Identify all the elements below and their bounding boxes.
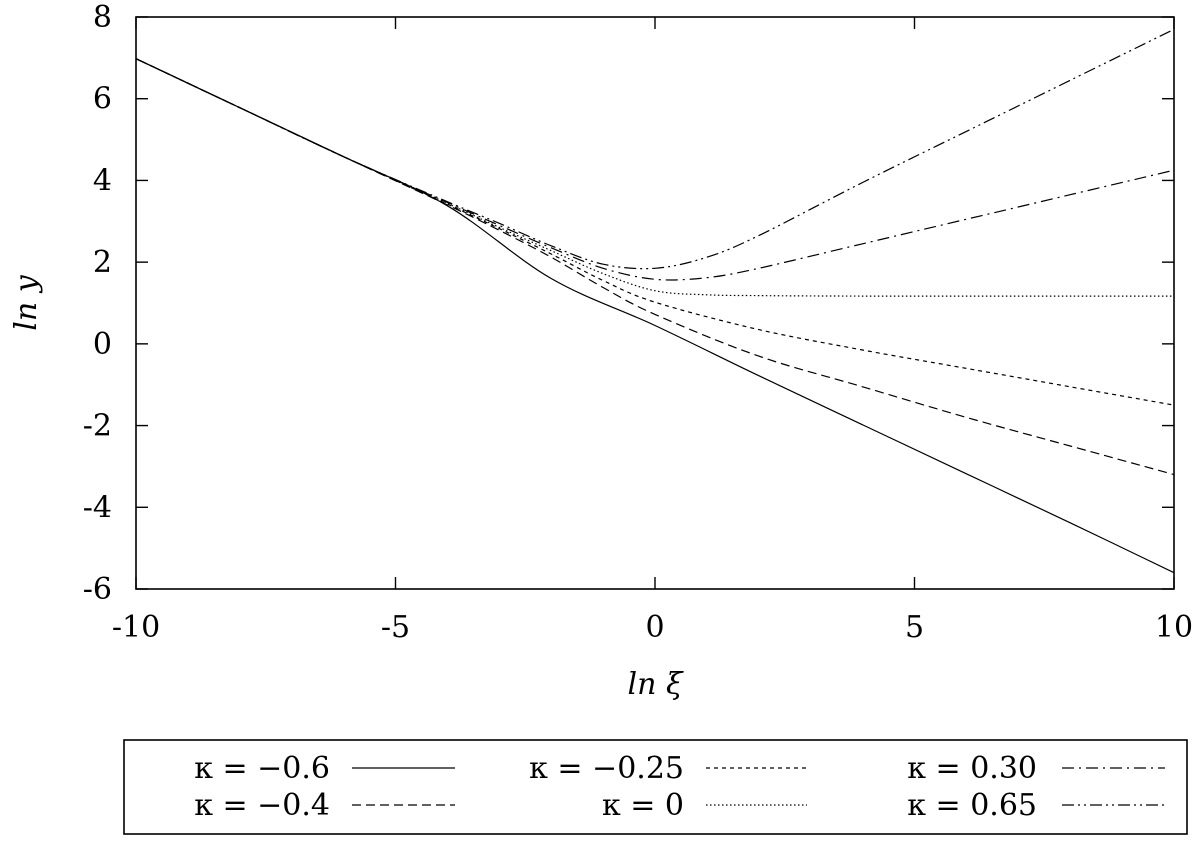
plot-frame [135,16,1175,590]
y-tick-label: 0 [93,327,112,362]
legend-label: κ = −0.6 [194,751,330,786]
y-tick-label: 8 [93,0,112,35]
legend-label: κ = 0 [602,788,684,823]
series-line-2 [135,58,1175,406]
y-tick-label: -6 [83,572,112,607]
x-tick-label: 10 [1155,610,1193,645]
legend-box [123,739,1188,835]
y-axis-title: ln y [9,274,44,330]
y-tick-label: -2 [83,409,112,444]
series-line-4 [135,58,1175,281]
legend-label: κ = 0.65 [907,788,1037,823]
legend-label: κ = −0.25 [529,751,684,786]
legend-label: κ = 0.30 [907,751,1037,786]
x-tick-label: -5 [381,610,410,645]
x-axis-title: ln ξ [628,667,684,702]
y-tick-label: 2 [93,245,112,280]
x-tick-label: -10 [112,610,160,645]
legend-label: κ = −0.4 [194,788,330,823]
series-line-0 [135,58,1175,574]
legend-layer: κ = −0.6κ = −0.4 κ = −0.25κ = 0 κ = 0.30κ … [123,739,1188,835]
series-layer [135,28,1175,574]
x-tick-label: 0 [645,610,664,645]
y-tick-label: 4 [93,163,112,198]
x-tick-label: 5 [905,610,924,645]
series-line-1 [135,58,1175,476]
y-tick-label: -4 [83,490,112,525]
axes-layer: -10 -5 0 5 10 -6 -4 -2 0 2 4 6 8 ln ξ ln y [9,0,1193,702]
y-tick-label: 6 [93,82,112,117]
series-line-5 [135,28,1175,270]
series-line-3 [135,58,1174,297]
